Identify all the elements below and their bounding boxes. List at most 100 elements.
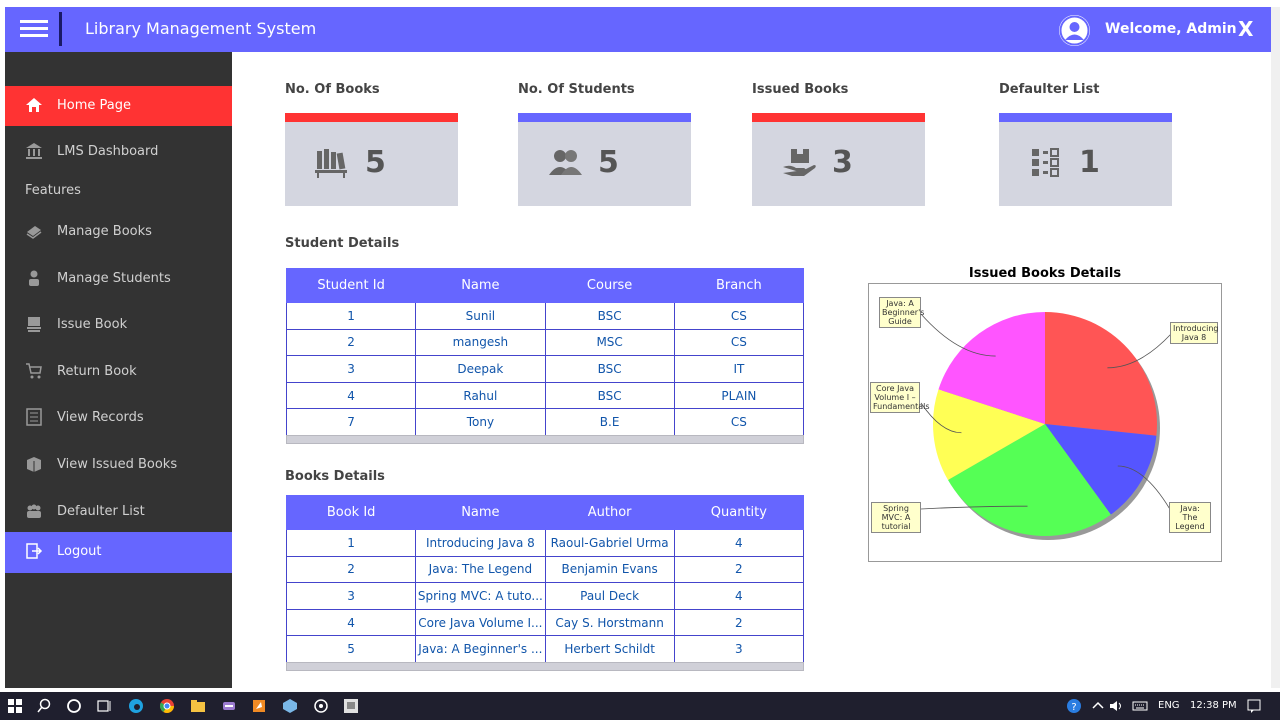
books-icon [27, 457, 41, 472]
cell: 2 [285, 328, 417, 357]
cell: Paul Deck [544, 582, 675, 610]
column-header[interactable]: Course [544, 268, 675, 303]
java-app-icon[interactable] [343, 698, 359, 714]
cell: Introducing Java 8 [415, 529, 546, 557]
app-icon[interactable] [251, 698, 267, 714]
stat-value-books: 5 [365, 145, 386, 180]
table-row[interactable]: 2 mangesh MSC CS [285, 328, 805, 357]
os-taskbar: ? ENG 12:38 PM [0, 692, 1280, 720]
cell: 4 [285, 608, 417, 637]
task-view-icon[interactable] [96, 698, 112, 714]
logout-icon [26, 543, 43, 559]
table-row[interactable]: 1 Sunil BSC CS [285, 302, 805, 330]
table-row[interactable]: 5 Java: A Beginner's ... Herbert Schildt 3 [285, 635, 805, 663]
table-row[interactable]: 1 Introducing Java 8 Raoul-Gabriel Urma 4 [285, 529, 805, 557]
table-row[interactable]: 4 Core Java Volume I... Cay S. Horstmann 2 [285, 608, 805, 637]
notification-icon[interactable] [1246, 698, 1262, 714]
chart-title: Issued Books Details [968, 266, 1122, 281]
cell: Raoul-Gabriel Urma [544, 529, 675, 557]
sidebar-item-home-page[interactable]: Home Page [5, 86, 232, 126]
edge-browser-icon[interactable] [128, 698, 144, 714]
table-row[interactable]: 7 Tony B.E CS [285, 408, 805, 436]
books-table[interactable]: Book Id Name Author Quantity 1 Introducin… [285, 495, 805, 663]
stat-bar [752, 113, 925, 122]
books-shelf-icon [315, 149, 347, 178]
books-table-scrollbar[interactable] [286, 662, 804, 671]
home-icon [26, 98, 42, 112]
pie-leader-line [1117, 465, 1172, 512]
help-icon[interactable]: ? [1066, 698, 1082, 714]
pie-slice[interactable] [1045, 424, 1157, 515]
stat-value-issued: 3 [832, 145, 853, 180]
logout-button[interactable]: Logout [5, 532, 232, 573]
cell: 4 [285, 381, 417, 410]
cell: 3 [285, 355, 417, 383]
pie-label: Java: A Beginner's Guide [879, 297, 924, 328]
table-header-row: Student Id Name Course Branch [285, 268, 805, 303]
sidebar-item-manage-books[interactable]: Manage Books [5, 212, 232, 252]
keyboard-icon[interactable] [1132, 698, 1148, 714]
sidebar-item-label: LMS Dashboard [57, 144, 159, 159]
column-header[interactable]: Quantity [673, 495, 805, 530]
hamburger-menu-icon[interactable] [20, 18, 48, 40]
features-section-label: Features [25, 183, 81, 198]
pie-label: Core Java Volume I – Fundamentals [870, 382, 930, 413]
column-header[interactable]: Book Id [285, 495, 417, 530]
close-button[interactable]: X [1238, 17, 1254, 41]
user-icon [29, 270, 39, 286]
vertical-scrollbar[interactable] [1271, 7, 1280, 688]
cell: PLAIN [673, 381, 805, 410]
cortana-icon[interactable] [66, 698, 82, 714]
windows-start-icon[interactable] [7, 698, 23, 714]
cell: 5 [285, 635, 417, 663]
table-row[interactable]: 4 Rahul BSC PLAIN [285, 381, 805, 410]
pie-slice[interactable] [1045, 312, 1157, 436]
pie-chart: Introducing Java 8 Java: The Legend Spri… [868, 283, 1222, 562]
pie-leader-line [1107, 333, 1172, 369]
sidebar-item-return-book[interactable]: Return Book [5, 352, 232, 392]
stat-card-issued: 3 [752, 113, 925, 206]
column-header[interactable]: Name [415, 495, 546, 530]
column-header[interactable]: Branch [673, 268, 805, 303]
stat-title-issued: Issued Books [752, 82, 849, 97]
student-table-scrollbar[interactable] [286, 435, 804, 444]
language-indicator[interactable]: ENG [1158, 700, 1180, 711]
cell: CS [673, 302, 805, 330]
sidebar-item-lms-dashboard[interactable]: LMS Dashboard [5, 132, 232, 172]
chrome-browser-icon[interactable] [159, 698, 175, 714]
stat-title-students: No. Of Students [518, 82, 635, 97]
pie-leader-line [920, 402, 962, 434]
stat-value-defaulter: 1 [1079, 145, 1100, 180]
chevron-up-icon[interactable] [1090, 698, 1106, 714]
sidebar-item-defaulter-list[interactable]: Defaulter List [5, 492, 232, 532]
sidebar-item-label: Manage Books [57, 224, 152, 239]
volume-icon[interactable] [1108, 698, 1124, 714]
column-header[interactable]: Author [544, 495, 675, 530]
sidebar-item-label: Defaulter List [57, 504, 145, 519]
table-row[interactable]: 3 Spring MVC: A tuto... Paul Deck 4 [285, 582, 805, 610]
search-icon[interactable] [36, 698, 52, 714]
app-icon[interactable] [313, 698, 329, 714]
cell: B.E [544, 408, 675, 436]
pie-slice[interactable] [948, 424, 1111, 536]
sidebar-item-issue-book[interactable]: Issue Book [5, 305, 232, 345]
sidebar-item-label: Home Page [57, 98, 131, 113]
column-header[interactable]: Student Id [285, 268, 417, 303]
column-header[interactable]: Name [415, 268, 546, 303]
student-table[interactable]: Student Id Name Course Branch 1 Sunil BSC C… [285, 268, 805, 436]
sidebar-item-label: View Records [57, 410, 144, 425]
file-explorer-icon[interactable] [190, 698, 206, 714]
sidebar-item-manage-students[interactable]: Manage Students [5, 259, 232, 299]
table-row[interactable]: 3 Deepak BSC IT [285, 355, 805, 383]
clock-time[interactable]: 12:38 PM [1190, 700, 1237, 711]
sidebar: Home Page LMS Dashboard Features Manage … [5, 52, 232, 688]
sidebar-item-view-issued-books[interactable]: View Issued Books [5, 445, 232, 485]
app-icon[interactable] [221, 698, 237, 714]
sidebar-item-view-records[interactable]: View Records [5, 398, 232, 438]
pie-slice[interactable] [938, 312, 1045, 424]
table-row[interactable]: 2 Java: The Legend Benjamin Evans 2 [285, 555, 805, 584]
cell: 4 [673, 582, 805, 610]
app-icon[interactable] [282, 698, 298, 714]
pie-slice[interactable] [933, 389, 1045, 480]
